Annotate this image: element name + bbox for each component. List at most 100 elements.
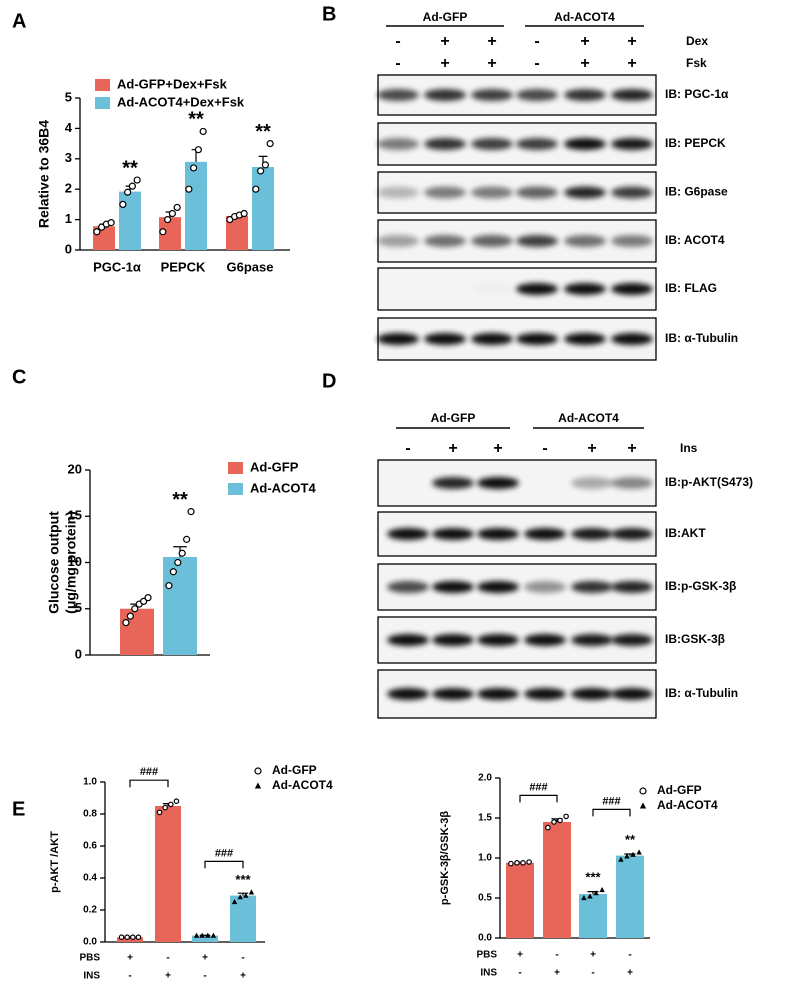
- blot-band: [571, 477, 613, 489]
- data-point: [257, 167, 265, 175]
- data-point: [156, 809, 163, 816]
- annotation: **: [255, 121, 271, 143]
- y-axis-label: Relative to 36B4: [36, 120, 52, 228]
- error-bar: [237, 892, 249, 896]
- bar: [185, 161, 207, 250]
- row-sign: -: [241, 953, 244, 964]
- blot-band: [471, 138, 513, 150]
- y-tick-label: 2.0: [478, 773, 492, 784]
- legend-marker: [639, 787, 647, 795]
- row-sign: +: [554, 968, 560, 979]
- y-tick-label: 3: [65, 150, 72, 165]
- blot-band: [516, 333, 558, 345]
- blot-band: [516, 138, 558, 150]
- blot-band: [432, 477, 474, 489]
- data-point: [124, 188, 132, 196]
- treatment-sign: -: [395, 55, 400, 72]
- data-point: [237, 894, 243, 900]
- x-tick-label: G6pase: [227, 259, 274, 274]
- y-tick-label: 1.5: [478, 813, 492, 824]
- data-point: [199, 932, 205, 938]
- row-sign: +: [590, 950, 596, 961]
- blot-band: [611, 186, 653, 199]
- x-tick-label: PGC-1α: [93, 259, 141, 274]
- bar: [252, 167, 274, 250]
- blot-band: [564, 333, 606, 345]
- data-point: [122, 619, 130, 627]
- blot-band: [377, 333, 419, 345]
- data-point: [107, 219, 115, 227]
- row-sign: +: [127, 953, 133, 964]
- treatment-sign: +: [627, 55, 636, 72]
- treatment-label: Dex: [686, 34, 708, 48]
- treatment-sign: +: [493, 440, 502, 457]
- blot-label: IB:p-AKT(S473): [665, 475, 753, 489]
- blot-label: IB: G6pase: [665, 185, 728, 199]
- blot-band: [424, 89, 466, 101]
- row-label: INS: [83, 971, 100, 982]
- annotation: ###: [140, 766, 158, 778]
- blot-band: [471, 186, 513, 199]
- blot-band: [432, 581, 474, 593]
- panel-letter: A: [12, 10, 26, 32]
- blot-band: [377, 235, 419, 247]
- annotation: **: [172, 489, 188, 511]
- treatment-sign: +: [580, 33, 589, 50]
- data-point: [118, 934, 125, 941]
- data-point: [131, 605, 139, 613]
- blot-band: [471, 235, 513, 247]
- data-point: [144, 594, 152, 602]
- data-point: [551, 819, 557, 825]
- legend-swatch: [228, 483, 243, 495]
- bar: [192, 935, 218, 942]
- blot-band: [564, 235, 606, 247]
- legend-marker: [639, 802, 647, 809]
- blot-band: [516, 283, 558, 295]
- row-label: PBS: [476, 950, 497, 961]
- blot-band: [477, 477, 519, 489]
- blot-label: IB:GSK-3β: [665, 632, 725, 646]
- blot-band: [377, 186, 419, 199]
- bar: [616, 855, 644, 938]
- blot-band: [432, 688, 474, 700]
- y-axis-label: p-GSK-3β/GSK-3β: [439, 811, 451, 905]
- data-point: [135, 934, 142, 941]
- blot-band: [611, 333, 653, 345]
- row-sign: +: [517, 950, 523, 961]
- treatment-sign: -: [405, 440, 410, 457]
- blot-band: [477, 688, 519, 700]
- blot-label: IB: α-Tubulin: [665, 686, 738, 700]
- y-tick-label: 0.6: [83, 841, 97, 852]
- blot-label: IB: ACOT4: [665, 233, 725, 247]
- y-axis-label: p-AKT /AKT: [49, 831, 61, 893]
- legend-label: Ad-GFP+Dex+Fsk: [117, 76, 228, 91]
- group-label: Ad-ACOT4: [558, 411, 619, 425]
- data-point: [630, 851, 636, 857]
- data-point: [165, 582, 173, 590]
- blot-band: [611, 581, 653, 593]
- blot-band: [516, 186, 558, 199]
- blot-band: [564, 186, 606, 199]
- row-sign: -: [518, 968, 521, 979]
- data-point: [183, 535, 191, 543]
- legend-label: Ad-ACOT4: [272, 778, 333, 792]
- row-sign: +: [240, 971, 246, 982]
- blot-band: [424, 333, 466, 345]
- annotation: ###: [529, 781, 547, 793]
- legend-swatch: [95, 97, 110, 109]
- blot-label: IB: α-Tubulin: [665, 331, 738, 345]
- blot-label: IB:p-GSK-3β: [665, 579, 736, 593]
- blot-band: [611, 528, 653, 540]
- data-point: [124, 934, 130, 941]
- blot-band: [524, 688, 566, 700]
- y-axis-label: Glucose output: [46, 511, 62, 614]
- blot-band: [424, 186, 466, 199]
- blot-band: [377, 138, 419, 150]
- data-point: [168, 209, 176, 218]
- treatment-sign: +: [627, 440, 636, 457]
- data-point: [159, 228, 167, 236]
- y-tick-label: 15: [68, 508, 82, 523]
- blot-band: [571, 634, 613, 646]
- row-sign: -: [166, 953, 169, 964]
- y-tick-label: 10: [68, 554, 82, 569]
